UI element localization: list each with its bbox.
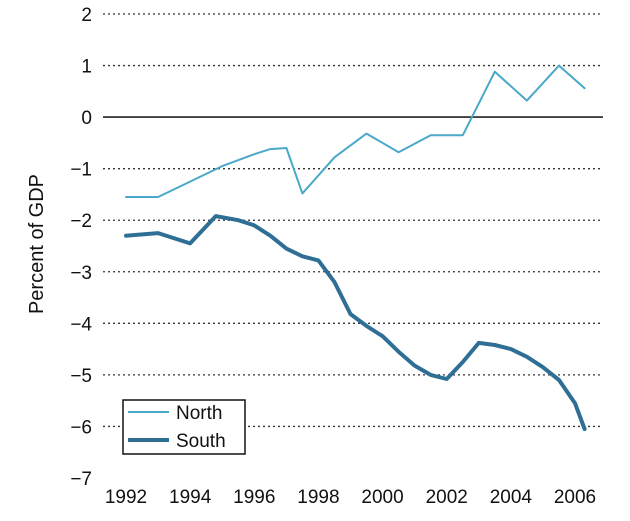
series-line-south [124,214,587,431]
y-tick-label: 1 [81,57,92,78]
legend: North South [122,399,246,455]
series-layer [124,64,587,431]
y-tick-label: 2 [81,5,92,26]
x-tick-label: 1998 [297,487,339,508]
y-tick-label: 0 [81,108,92,129]
y-tick-label: −2 [70,211,92,232]
legend-label-north: North [176,403,222,424]
grid-layer [103,13,603,428]
x-tick-label: 2000 [361,487,403,508]
legend-label-south: South [176,431,226,452]
x-tick-label: 2006 [554,487,596,508]
y-tick-label: −7 [70,469,92,490]
y-tick-label: −4 [70,314,92,335]
y-tick-label: −1 [70,160,92,181]
y-tick-labels: 2 1 0 −1 −2 −3 −4 −5 −6 −7 [70,5,92,490]
legend-box [122,399,246,455]
series-line-north [125,64,586,198]
y-tick-label: −5 [70,366,92,387]
x-tick-label: 2004 [490,487,533,508]
x-tick-label: 1992 [105,487,147,508]
x-tick-label: 2002 [426,487,468,508]
x-tick-label: 1996 [233,487,275,508]
y-tick-label: −3 [70,263,92,284]
y-axis-title: Percent of GDP [26,174,48,314]
y-tick-label: −6 [70,417,92,438]
x-tick-labels: 1992 1994 1996 1998 2000 2002 2004 2006 [105,487,596,508]
x-tick-label: 1994 [169,487,212,508]
